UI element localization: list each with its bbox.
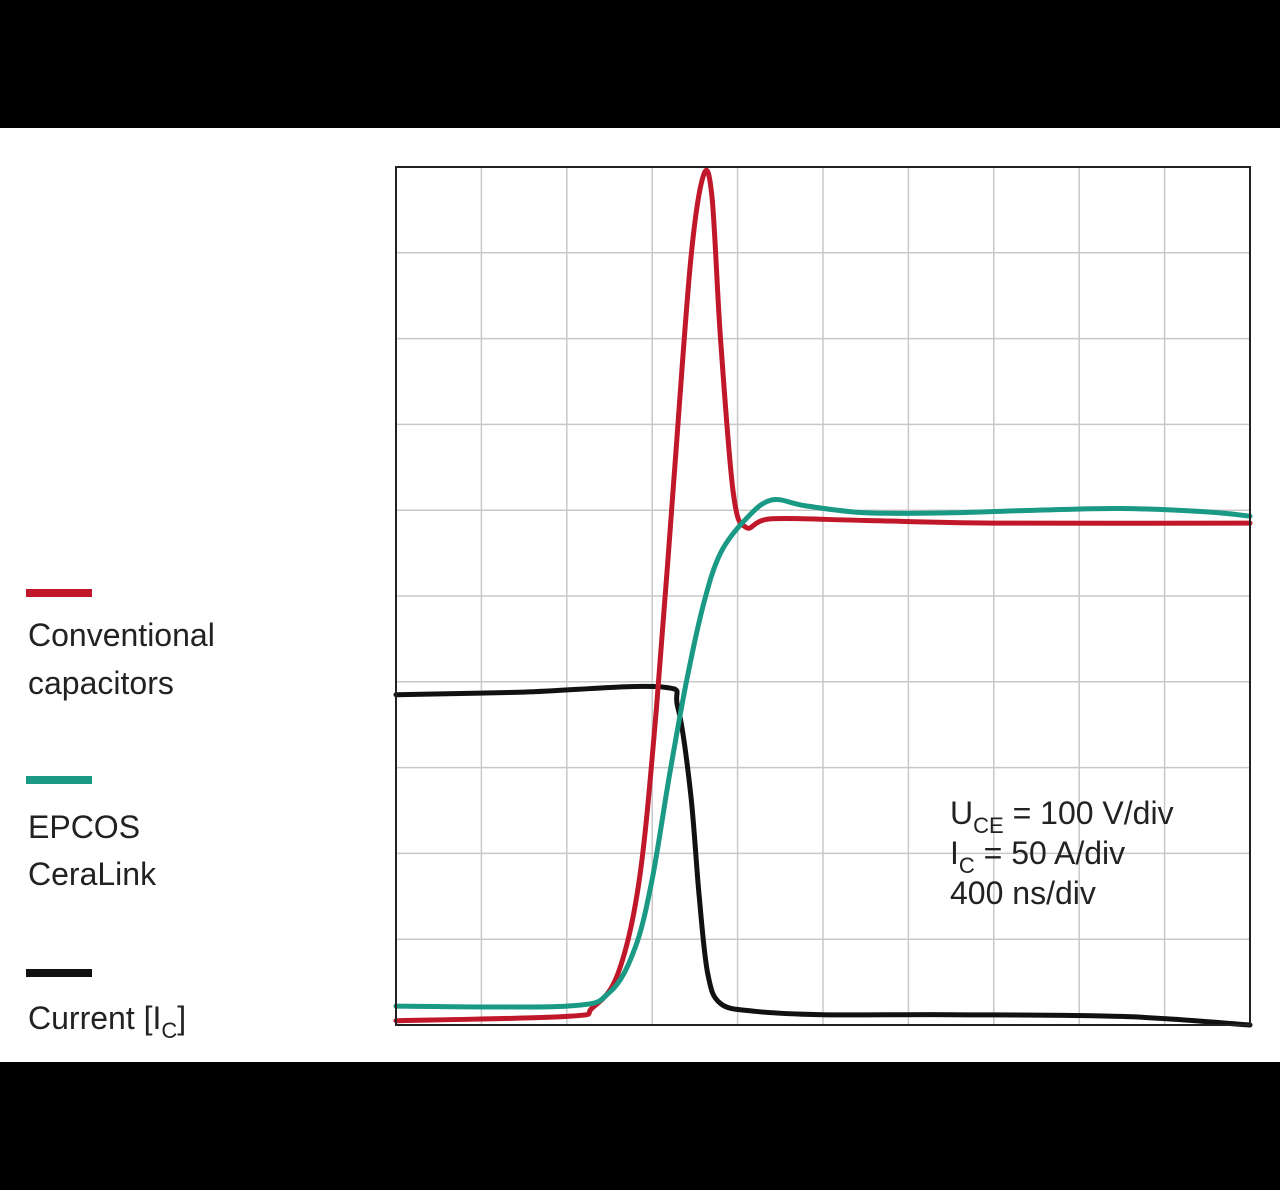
legend-label-ceralink-line2: CeraLink <box>28 856 157 892</box>
annotation-time-scale: 400 ns/div <box>950 875 1096 911</box>
legend-label-current-main: Current [I <box>28 1000 161 1036</box>
annotation-current-value: = 50 A/div <box>975 835 1125 871</box>
legend-label-conventional-line1: Conventional <box>28 617 215 653</box>
scale-annotation: UCE = 100 V/div IC = 50 A/div 400 ns/div <box>950 795 1174 911</box>
legend-label-current-sub: C <box>161 1018 177 1043</box>
series-line-conventional-capacitors <box>393 168 1253 1024</box>
annotation-voltage-value: = 100 V/div <box>1004 795 1174 831</box>
legend-label-ceralink-line1: EPCOS <box>28 809 140 845</box>
series-line-epcos-ceralink <box>393 496 1253 1010</box>
plot-frame <box>395 166 1251 1026</box>
bottom-black-band <box>0 1062 1280 1190</box>
annotation-voltage-symbol: U <box>950 795 973 831</box>
series-lines <box>393 168 1253 1028</box>
annotation-voltage-subscript: CE <box>973 813 1004 838</box>
legend-label-conventional-line2: capacitors <box>28 665 174 701</box>
legend: Conventional capacitors EPCOS CeraLink C… <box>26 589 215 1043</box>
chart-panel <box>0 128 1280 1062</box>
annotation-voltage-scale: UCE = 100 V/div <box>950 795 1174 838</box>
series-line-current <box>393 683 1253 1028</box>
annotation-current-subscript: C <box>959 853 975 878</box>
top-black-band <box>0 0 1280 128</box>
annotation-current-scale: IC = 50 A/div <box>950 835 1125 878</box>
legend-label-current: Current [IC] <box>28 1000 186 1043</box>
grid <box>396 167 1250 1025</box>
legend-label-current-tail: ] <box>177 1000 186 1036</box>
annotation-current-symbol: I <box>950 835 959 871</box>
